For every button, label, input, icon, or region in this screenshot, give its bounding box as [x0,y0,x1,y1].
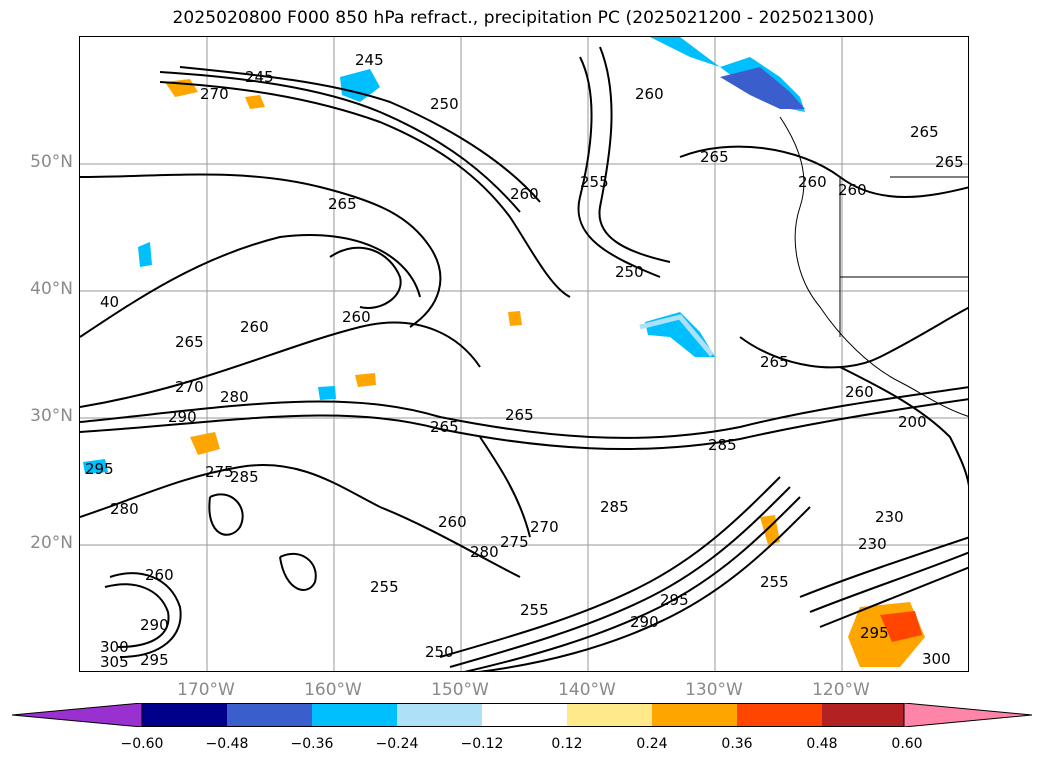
lon-label-170w: 170°W [177,680,235,700]
colorbar-tick: 0.48 [806,736,838,752]
lat-label-20n: 20°N [30,533,73,553]
contour-label: 260 [838,181,867,199]
contour-label: 265 [910,123,939,141]
contour-label: 270 [175,378,204,396]
contour-label: 280 [470,543,499,561]
contour-label: 300 [100,638,129,656]
contour-label: 265 [700,148,729,166]
lon-label-140w: 140°W [558,680,616,700]
contour-label: 295 [660,591,689,609]
contour-label: 250 [615,263,644,281]
colorbar-tick: −0.36 [290,736,334,752]
lat-label-50n: 50°N [30,152,73,172]
contour-label: 290 [630,613,659,631]
lat-label-30n: 30°N [30,406,73,426]
colorbar-tick: 0.24 [636,736,668,752]
coastline [779,116,968,417]
colorbar-extend-high [903,703,1033,727]
contour-label: 260 [798,173,827,191]
contour-label: 255 [370,578,399,596]
contour-label: 245 [245,68,274,86]
map-title: 2025020800 F000 850 hPa refract., precip… [172,8,875,28]
precip-shading [83,37,925,667]
contour-map: 245 270 245 250 260 265 265 260 260 260 … [80,37,968,671]
contour-label: 290 [140,616,169,634]
map-plot-area: 245 270 245 250 260 265 265 260 260 260 … [79,36,969,672]
contour-label: 260 [635,85,664,103]
contour-label: 255 [760,573,789,591]
contour-label: 260 [510,185,539,203]
colorbar [12,703,1033,727]
contour-label: 265 [430,418,459,436]
colorbar-segment [567,703,652,727]
contour-label: 265 [175,333,204,351]
contour-label: 260 [240,318,269,336]
contour-label: 270 [530,518,559,536]
colorbar-segment [822,703,907,727]
colorbar-extend-low [12,703,143,727]
contour-label: 40 [100,293,119,311]
contour-label: 285 [600,498,629,516]
contour-label: 200 [898,413,927,431]
lon-label-120w: 120°W [812,680,870,700]
gridlines [80,37,968,671]
contour-label: 265 [760,353,789,371]
contour-label: 255 [580,173,609,191]
colorbar-segment [227,703,312,727]
contour-label: 295 [85,460,114,478]
contour-label: 275 [500,533,529,551]
colorbar-tick: 0.60 [891,736,923,752]
contour-label: 260 [145,566,174,584]
lon-label-150w: 150°W [431,680,489,700]
contour-label: 265 [505,406,534,424]
contour-label: 275 [205,463,234,481]
contour-label: 295 [860,624,889,642]
contour-label-group: 245 270 245 250 260 265 265 260 260 260 … [85,51,964,671]
contour-label: 245 [355,51,384,69]
colorbar-segment [397,703,482,727]
contour-label: 280 [110,500,139,518]
contour-label: 290 [168,408,197,426]
contour-label: 255 [520,601,549,619]
contour-label: 270 [200,85,229,103]
colorbar-segment [737,703,822,727]
contour-label: 300 [922,650,951,668]
contour-label: 265 [935,153,964,171]
contour-label: 305 [100,653,129,671]
colorbar-segment [652,703,737,727]
contour-label: 285 [230,468,259,486]
colorbar-tick: 0.12 [551,736,583,752]
contour-label: 260 [845,383,874,401]
contour-label: 250 [425,643,454,661]
colorbar-tick: −0.48 [205,736,249,752]
lon-label-130w: 130°W [685,680,743,700]
contour-label: 230 [875,508,904,526]
contour-label: 280 [220,388,249,406]
colorbar-tick: −0.24 [375,736,419,752]
colorbar-tick: −0.60 [120,736,164,752]
contour-label: 265 [328,195,357,213]
colorbar-tick: 0.36 [721,736,753,752]
contour-label: 260 [438,513,467,531]
contour-label: 230 [858,535,887,553]
refractivity-contours [80,46,968,671]
lat-label-40n: 40°N [30,279,73,299]
contour-label: 260 [342,308,371,326]
colorbar-segment [482,703,567,727]
contour-label: 295 [140,651,169,669]
contour-label: 250 [430,95,459,113]
lon-label-160w: 160°W [304,680,362,700]
colorbar-segment [312,703,397,727]
colorbar-tick: −0.12 [460,736,504,752]
contour-label: 285 [708,436,737,454]
colorbar-segment [142,703,227,727]
